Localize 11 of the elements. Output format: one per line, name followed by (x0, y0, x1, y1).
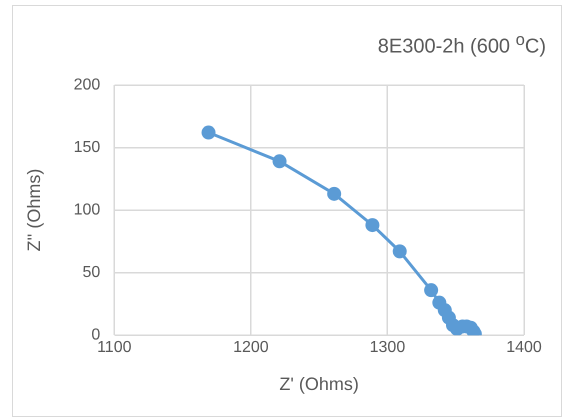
y-tick-label: 200 (74, 76, 100, 94)
y-tick-label: 50 (82, 264, 100, 282)
x-tick-label: 1200 (233, 339, 269, 356)
y-tick-label: 100 (74, 202, 100, 219)
x-axis-title: Z' (Ohms) (279, 374, 359, 394)
x-tick-label: 1100 (97, 339, 132, 356)
x-tick-label: 1400 (506, 339, 542, 356)
y-axis-title: Z'' (Ohms) (24, 168, 44, 252)
x-tick-label: 1300 (370, 339, 406, 356)
chart-title: 8E300-2h (600 $^{o}$C) (378, 30, 546, 59)
y-tick-label: 150 (74, 138, 100, 156)
